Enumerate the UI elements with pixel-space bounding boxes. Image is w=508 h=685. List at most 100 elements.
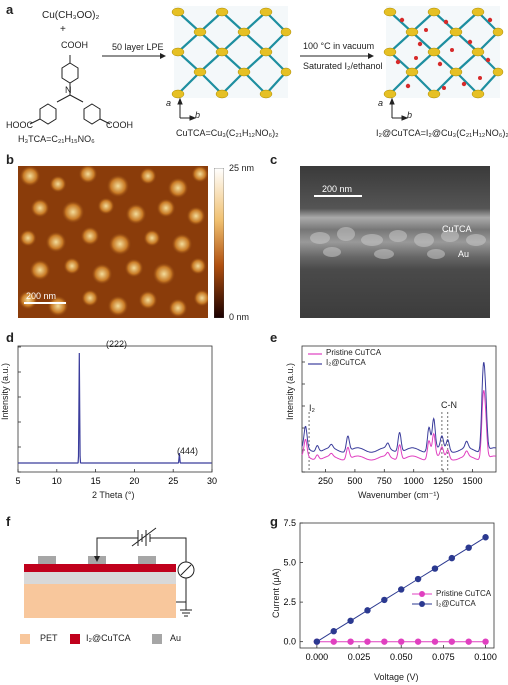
- au-electrode-1: [38, 556, 56, 564]
- panel-label-g: g: [270, 514, 278, 529]
- iv-point-pristine: [482, 638, 489, 645]
- raman-trace-pristine: [301, 390, 496, 461]
- panel-label-d: d: [6, 330, 14, 345]
- xrd-peak-222: (222): [106, 339, 128, 349]
- legend-label-i2-cutca: I₂@CuTCA: [86, 633, 131, 643]
- legend-swatch-pet: [20, 634, 30, 644]
- iv-ytick-label: 2.5: [283, 597, 296, 607]
- iv-point-i2: [431, 565, 439, 572]
- iv-point-pristine: [347, 638, 354, 645]
- iv-point-pristine: [465, 638, 472, 645]
- reagent-copper-acetate: Cu(CH₃OO)₂: [42, 10, 100, 21]
- iv-point-pristine: [448, 638, 456, 645]
- afm-image: [18, 166, 208, 318]
- device-schematic: [24, 527, 195, 618]
- linker-nitrogen: N: [65, 85, 72, 95]
- afm-colorbar-max: 25 nm: [229, 163, 255, 173]
- iv-ytick-label: 0.0: [283, 637, 296, 647]
- iv-point-i2: [347, 617, 354, 624]
- legend-swatch-au: [152, 634, 162, 644]
- xrd-peak-444: (444): [177, 446, 199, 456]
- raman-xtick-label: 750: [377, 476, 392, 486]
- iv-point-i2: [398, 586, 405, 593]
- i2-cutca-crystal-structure: [383, 6, 504, 99]
- scheme-graphics: [29, 6, 504, 125]
- xrd-xlabel: 2 Theta (°): [92, 490, 135, 500]
- linker-hooc-left: HOOC: [6, 120, 33, 130]
- sem-scalebar-label: 200 nm: [322, 184, 353, 194]
- iv-point-i2: [448, 554, 456, 562]
- iv-point-pristine: [381, 638, 388, 645]
- au-electrode-3: [138, 556, 156, 564]
- step1-label: 50 layer LPE: [112, 42, 164, 52]
- legend-swatch-i2-cutca: [70, 634, 80, 644]
- panel-label-f: f: [6, 514, 11, 529]
- xrd-xtick-label: 10: [52, 476, 62, 486]
- iv-point-pristine: [414, 638, 422, 645]
- xrd-chart: 5 10 15 20 25 30: [15, 345, 217, 486]
- raman-ann-cn: C-N: [441, 400, 457, 410]
- iv-point-pristine: [398, 638, 405, 645]
- product1-formula: CuTCA=Cu₃(C₂₁H₁₂NO₆)₂: [176, 128, 279, 138]
- panel-label-b: b: [6, 152, 14, 167]
- iv-point-i2: [465, 544, 472, 551]
- raman-xtick-label: 1000: [404, 476, 424, 486]
- iv-point-i2: [381, 596, 388, 604]
- raman-chart: 250 500 750 1000 1250 1500: [301, 345, 497, 486]
- iv-point-pristine: [431, 638, 439, 645]
- raman-legend-i2: I₂@CuTCA: [326, 358, 366, 367]
- iv-xtick-label: 0.025: [348, 652, 371, 662]
- iv-legend-marker-i2: [419, 601, 425, 607]
- iv-xtick-label: 0.075: [432, 652, 455, 662]
- iv-point-i2: [313, 638, 321, 645]
- legend-label-pet: PET: [40, 633, 58, 643]
- linker-cooh-top: COOH: [61, 40, 88, 50]
- iv-xtick-label: 0.100: [474, 652, 497, 662]
- iv-xtick-label: 0.000: [306, 652, 329, 662]
- raman-xtick-label: 250: [318, 476, 333, 486]
- raman-xtick-label: 1250: [433, 476, 453, 486]
- iv-ytick-label: 7.5: [283, 518, 296, 528]
- xrd-xtick-label: 5: [15, 476, 20, 486]
- raman-ann-i2: I₂: [309, 403, 315, 413]
- axis-a-label-2: a: [378, 98, 384, 108]
- iv-legend-pristine: Pristine CuTCA: [436, 589, 492, 598]
- raman-xtick-label: 500: [347, 476, 362, 486]
- iv-point-pristine: [364, 638, 371, 645]
- step2-line2: Saturated I₂/ethanol: [303, 61, 383, 71]
- axis-b-label-2: b: [407, 110, 413, 120]
- iv-xtick-label: 0.050: [390, 652, 413, 662]
- xrd-xtick-label: 25: [168, 476, 178, 486]
- plus-sign: +: [60, 24, 66, 35]
- raman-legend-pristine: Pristine CuTCA: [326, 348, 382, 357]
- linker-cooh-right: COOH: [106, 120, 133, 130]
- iv-point-i2: [330, 628, 337, 635]
- iv-point-i2: [414, 575, 422, 583]
- iv-point-pristine: [330, 638, 337, 645]
- iv-point-i2: [482, 534, 489, 541]
- substrate-layer: [24, 572, 176, 584]
- iv-legend-i2: I₂@CuTCA: [436, 599, 476, 608]
- afm-colorbar-min: 0 nm: [229, 312, 250, 322]
- step2-line1: 100 °C in vacuum: [303, 41, 375, 51]
- xrd-xtick-label: 30: [207, 476, 217, 486]
- xrd-trace: [18, 352, 212, 464]
- raman-trace-i2: [301, 362, 496, 453]
- product2-formula: I₂@CuTCA=I₂@Cu₃(C₂₁H₁₂NO₆)₂: [376, 128, 508, 138]
- linker-formula: H₃TCA=C₂₁H₁₅NO₆: [18, 134, 95, 144]
- sem-image: [300, 166, 490, 318]
- linker-structure: [29, 55, 111, 125]
- xrd-xtick-label: 20: [129, 476, 139, 486]
- cutca-crystal-structure: [171, 6, 292, 99]
- axis-b-label-1: b: [195, 110, 201, 120]
- xrd-xtick-label: 15: [91, 476, 101, 486]
- pet-layer: [24, 584, 176, 618]
- iv-ytick-label: 5.0: [283, 558, 296, 568]
- axis-a-label-1: a: [166, 98, 172, 108]
- raman-xtick-label: 1500: [462, 476, 482, 486]
- raman-xlabel: Wavenumber (cm⁻¹): [358, 490, 440, 500]
- iv-legend-marker-pristine: [419, 591, 425, 597]
- i2-cutca-layer: [24, 564, 176, 572]
- iv-xlabel: Voltage (V): [374, 672, 419, 682]
